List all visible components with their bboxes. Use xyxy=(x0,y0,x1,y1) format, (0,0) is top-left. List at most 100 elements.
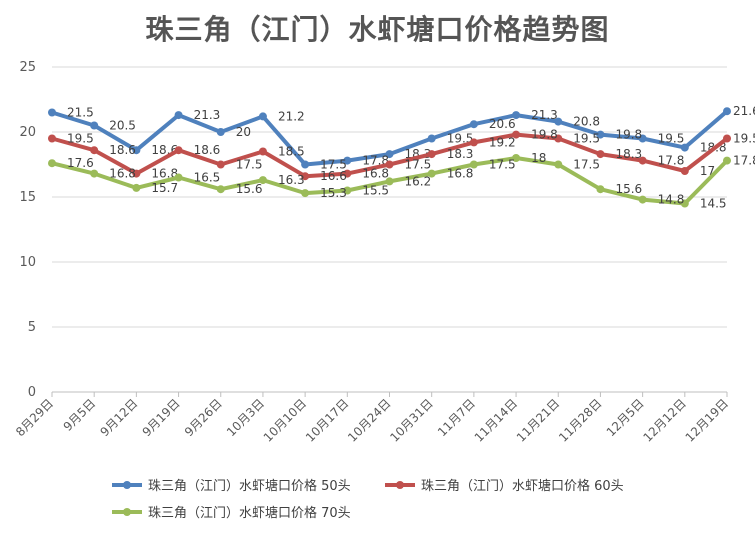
data-point-series-1 xyxy=(216,128,225,136)
y-tick-label: 0 xyxy=(28,385,36,400)
data-point-series-2 xyxy=(174,146,183,155)
data-label-series-1: 20.6 xyxy=(489,117,516,131)
data-point-series-2 xyxy=(90,146,99,155)
data-label-series-1: 18.6 xyxy=(151,143,178,157)
data-label-series-1: 19.8 xyxy=(615,128,642,142)
data-label-series-2: 19.2 xyxy=(489,135,516,149)
data-point-series-3 xyxy=(512,154,521,162)
data-point-series-3 xyxy=(554,160,563,169)
data-point-series-1 xyxy=(469,120,478,129)
y-tick-label: 10 xyxy=(19,255,36,270)
data-point-series-1 xyxy=(554,117,563,126)
data-label-series-3: 15.3 xyxy=(320,186,347,200)
data-point-series-1 xyxy=(174,111,183,120)
data-label-series-3: 15.6 xyxy=(615,182,642,196)
chart-title: 珠三角（江门）水虾塘口价格趋势图 xyxy=(145,13,610,46)
data-label-series-1: 20.5 xyxy=(109,119,136,133)
data-label-series-2: 19.8 xyxy=(531,128,558,142)
x-tick-label: 11月7日 xyxy=(435,396,478,439)
data-point-series-2 xyxy=(469,138,478,147)
data-point-series-2 xyxy=(638,156,647,165)
data-point-series-3 xyxy=(216,185,225,194)
legend-entry-2: 珠三角（江门）水虾塘口价格 60头 xyxy=(421,478,624,494)
data-point-series-2 xyxy=(343,169,352,178)
legend-marker-1 xyxy=(123,481,131,489)
data-point-series-3 xyxy=(301,189,310,198)
x-tick-label: 9月5日 xyxy=(61,396,99,434)
data-label-series-2: 18.6 xyxy=(194,143,221,157)
data-label-series-1: 19.5 xyxy=(447,132,474,146)
data-point-series-2 xyxy=(427,150,436,159)
x-tick-label: 12月12日 xyxy=(640,396,688,444)
data-label-series-1: 21.6 xyxy=(733,104,755,118)
data-label-series-2: 19.5 xyxy=(573,132,600,146)
data-label-series-2: 18.5 xyxy=(278,145,305,159)
data-point-series-3 xyxy=(48,159,56,168)
data-point-series-3 xyxy=(90,169,99,178)
data-label-series-1: 21.3 xyxy=(531,108,558,122)
data-label-series-1: 21.2 xyxy=(278,109,305,123)
data-label-series-2: 16.6 xyxy=(320,169,347,183)
data-label-series-2: 18.3 xyxy=(447,147,474,161)
x-tick-label: 11月28日 xyxy=(556,396,604,444)
x-tick-label: 12月5日 xyxy=(604,396,647,439)
data-label-series-1: 19.5 xyxy=(658,132,685,146)
legend-entry-1: 珠三角（江门）水虾塘口价格 50头 xyxy=(148,478,351,494)
data-label-series-3: 14.5 xyxy=(700,197,727,211)
data-label-series-1: 21.3 xyxy=(194,108,221,122)
data-point-series-3 xyxy=(596,185,605,194)
data-point-series-3 xyxy=(427,169,436,178)
x-tick-label: 10月10日 xyxy=(261,396,309,444)
x-tick-label: 9月26日 xyxy=(182,396,225,439)
data-point-series-2 xyxy=(596,150,605,159)
data-point-series-2 xyxy=(385,160,394,169)
data-point-series-3 xyxy=(469,160,478,169)
data-label-series-2: 18.6 xyxy=(109,143,136,157)
data-point-series-1 xyxy=(343,156,352,165)
data-label-series-3: 16.8 xyxy=(447,167,474,181)
data-point-series-3 xyxy=(680,199,689,208)
data-point-series-2 xyxy=(48,134,56,143)
data-point-series-1 xyxy=(638,134,647,143)
data-label-series-2: 19.5 xyxy=(733,132,755,146)
data-point-series-3 xyxy=(343,186,352,195)
data-point-series-2 xyxy=(132,169,141,178)
legend-marker-3 xyxy=(123,508,131,516)
data-point-series-1 xyxy=(132,146,141,155)
data-label-series-3: 15.5 xyxy=(362,184,389,198)
x-tick-label: 10月24日 xyxy=(345,396,393,444)
data-point-series-1 xyxy=(427,134,436,143)
data-label-series-2: 18.3 xyxy=(615,147,642,161)
data-point-series-1 xyxy=(385,150,394,159)
data-point-series-1 xyxy=(723,107,731,116)
x-tick-label: 8月29日 xyxy=(13,396,56,439)
data-point-series-2 xyxy=(512,130,521,139)
data-label-series-3: 15.6 xyxy=(236,182,263,196)
x-tick-label: 9月19日 xyxy=(140,396,183,439)
y-tick-label: 15 xyxy=(19,190,36,205)
data-label-series-2: 17.5 xyxy=(236,158,263,172)
data-point-series-2 xyxy=(216,160,225,169)
data-point-series-1 xyxy=(48,108,56,117)
data-point-series-3 xyxy=(174,173,183,182)
data-label-series-3: 15.7 xyxy=(151,181,178,195)
data-point-series-2 xyxy=(301,172,310,181)
data-label-series-2: 17.8 xyxy=(658,154,685,168)
legend-marker-2 xyxy=(396,481,404,489)
data-point-series-2 xyxy=(258,147,267,156)
data-point-series-3 xyxy=(385,177,394,186)
data-label-series-3: 14.8 xyxy=(658,193,685,207)
x-tick-label: 11月21日 xyxy=(514,396,562,444)
data-label-series-1: 20.8 xyxy=(573,115,600,129)
data-label-series-3: 16.2 xyxy=(405,174,432,188)
data-point-series-1 xyxy=(258,112,267,121)
data-label-series-3: 17.5 xyxy=(573,158,600,172)
data-label-series-3: 16.3 xyxy=(278,173,305,187)
data-point-series-3 xyxy=(258,176,267,185)
data-point-series-1 xyxy=(90,121,99,130)
x-tick-label: 10月3日 xyxy=(224,396,267,439)
x-tick-label: 11月14日 xyxy=(472,396,520,444)
data-point-series-2 xyxy=(723,134,731,143)
y-tick-label: 25 xyxy=(19,60,36,75)
